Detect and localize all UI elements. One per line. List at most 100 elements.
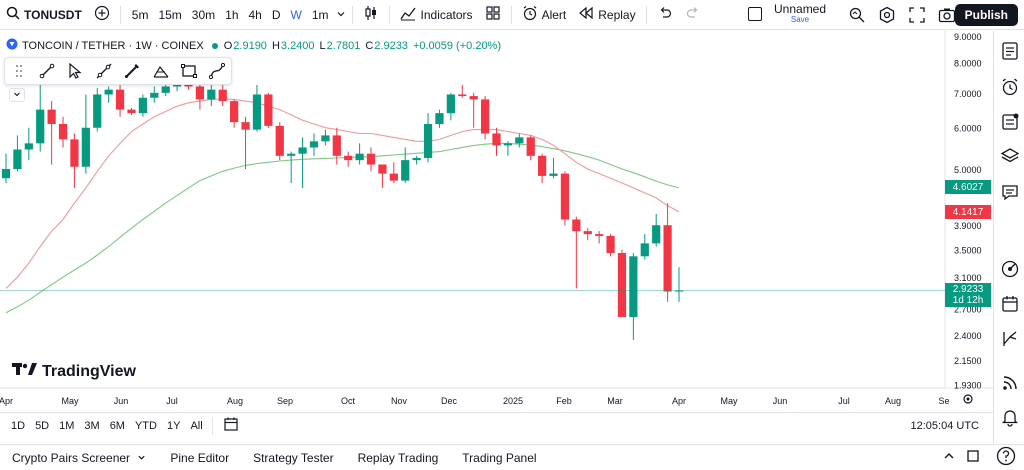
pitchfork-icon[interactable] [999,328,1021,350]
tab-replay-trading[interactable]: Replay Trading [357,450,439,465]
target-icon[interactable] [999,258,1021,280]
interval-5m[interactable]: 5m [131,7,149,22]
interval-w[interactable]: W [290,7,302,22]
quick-search-icon[interactable] [848,6,866,27]
range-1m[interactable]: 1M [59,419,75,432]
tab-crypto-pairs-screener[interactable]: Crypto Pairs Screener [0,451,158,465]
interval-d[interactable]: D [271,7,281,22]
path-icon[interactable] [208,61,227,81]
templates-button[interactable] [479,0,507,30]
redo-icon [685,5,701,24]
drag-handle-icon[interactable] [9,61,28,81]
range-all[interactable]: All [190,419,203,432]
layout-checkbox[interactable] [748,6,762,21]
utc-clock[interactable]: 12:05:04 UTC [910,419,979,432]
range-1d[interactable]: 1D [11,419,26,432]
price-tick-label: 6.0000 [954,124,982,134]
price-tick-label: 8.0000 [954,59,982,69]
interval-15m[interactable]: 15m [158,7,182,22]
time-tick-label: Dec [441,396,458,406]
candle-body [241,122,250,130]
time-tick-label: Oct [341,396,356,406]
time-tick-label: Mar [607,396,623,406]
legend-c-label: C [365,39,374,52]
candle-body [595,234,604,236]
undo-button[interactable] [651,0,679,30]
candle-body [401,160,410,181]
separator [388,5,390,24]
settings-icon[interactable] [878,6,896,27]
price-tick-label: 2.7000 [954,304,982,314]
coin-logo-icon [6,38,18,53]
price-tick-label: 3.1000 [954,273,982,283]
candle-body [549,173,558,176]
legend-l-label: L [319,39,326,52]
collapse-toolbar-button[interactable] [9,88,25,102]
date-range-icon[interactable] [223,416,239,435]
rectangle-icon[interactable] [179,61,198,81]
brush-icon[interactable] [123,61,142,81]
top-toolbar: TONUSDT 5m 15m 30m 1h 4h D W 1m Indicato… [0,0,1024,30]
watermark-text: TradingView [42,362,136,380]
tab-trading-panel[interactable]: Trading Panel [462,450,537,465]
candle-body [583,231,592,235]
price-chart[interactable]: 9.0000 8.0000 7.0000 6.0000 5.0000 3.9000 3.50… [0,31,993,411]
interval-30m[interactable]: 30m [191,7,216,22]
replay-label: Replay [598,7,636,22]
data-window-icon[interactable] [999,111,1021,133]
price-tick-label: 7.0000 [954,89,982,99]
tab-pine-editor[interactable]: Pine Editor [170,450,230,465]
chevron-up-icon[interactable] [942,449,956,466]
layout-name-button[interactable]: Unnamed Save [748,3,826,24]
chart-type-button[interactable] [357,0,385,30]
price-axis [945,31,993,411]
layers-icon[interactable] [999,145,1021,167]
candle-body [70,139,79,167]
add-symbol-button[interactable] [88,0,116,30]
legend-symbol-title[interactable]: TONCOIN / TETHER · 1W · COINEX [22,39,204,52]
chat-icon[interactable] [999,181,1021,203]
undo-icon [657,5,673,24]
range-1y[interactable]: 1Y [166,419,181,432]
candle-body [674,290,684,292]
candle-body [423,124,433,158]
price-tick-label: 1.9300 [954,380,982,390]
fib-icon[interactable] [151,61,170,81]
chevron-down-icon[interactable] [336,8,346,22]
range-3m[interactable]: 3M [84,419,100,432]
camera-icon[interactable] [938,6,956,27]
candle-body [24,143,33,150]
last-price-value: 2.9233 [952,284,984,295]
gear-icon [963,394,973,404]
help-icon[interactable] [996,446,1016,469]
grid-icon [485,5,501,24]
interval-4h[interactable]: 4h [248,7,262,22]
alerts-clock-icon[interactable] [999,76,1021,98]
alert-button[interactable]: Alert [516,0,573,30]
indicators-button[interactable]: Indicators [394,0,479,30]
candle-body [458,94,467,97]
range-6m[interactable]: 6M [109,419,125,432]
range-ytd[interactable]: YTD [134,419,157,432]
legend-l-value: 2.7801 [326,39,361,52]
redo-button[interactable] [679,0,707,30]
cursor-icon[interactable] [66,61,85,81]
symbol-search[interactable]: TONUSDT [0,0,88,30]
tab-strategy-tester[interactable]: Strategy Tester [253,450,334,465]
trend-line-icon[interactable] [37,61,56,81]
notifications-bell-icon[interactable] [999,406,1021,428]
price-tick-label: 5.0000 [954,165,982,175]
broadcast-icon[interactable] [999,372,1021,394]
ray-line-icon[interactable] [94,61,113,81]
replay-button[interactable]: Replay [572,0,641,30]
interval-1h[interactable]: 1h [225,7,239,22]
fullscreen-icon[interactable] [908,6,926,27]
interval-1m[interactable]: 1m [311,7,329,22]
calendar-icon[interactable] [999,293,1021,315]
range-5d[interactable]: 5D [35,419,50,432]
watchlist-icon[interactable] [999,40,1021,62]
indicators-icon [399,5,416,24]
maximize-panel-icon[interactable] [966,449,980,466]
ma-green-value: 4.6027 [952,181,984,193]
publish-button[interactable]: Publish [954,4,1018,26]
